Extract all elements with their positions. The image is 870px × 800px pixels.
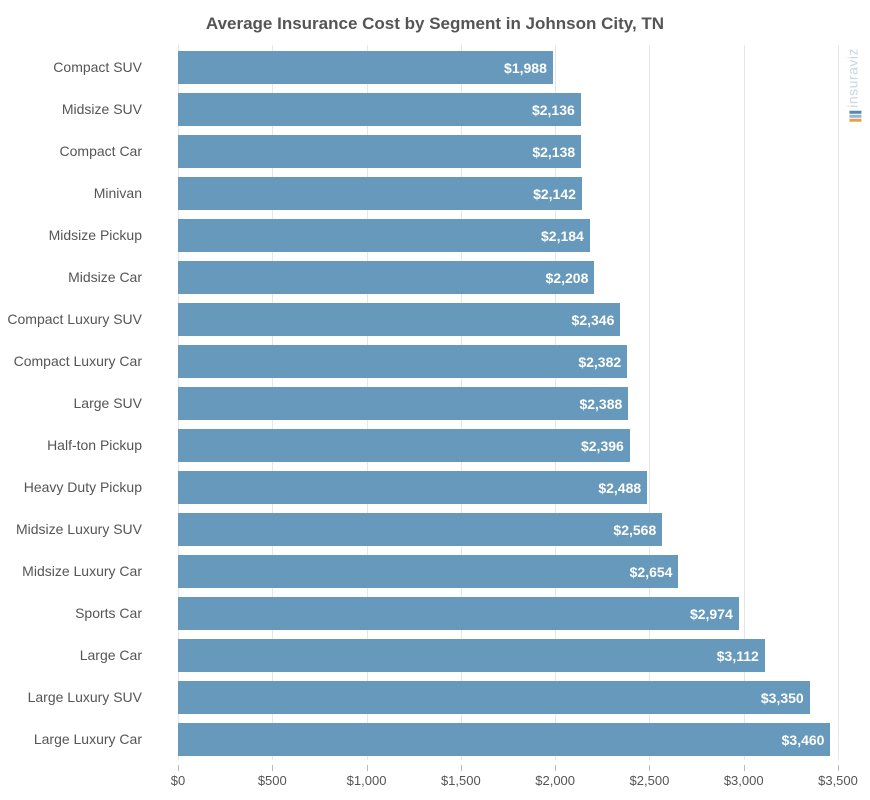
bar-value-label: $2,654 [630,564,673,580]
y-axis-label: Midsize Pickup [0,227,142,243]
x-axis-label: $2,500 [619,773,679,788]
bar-value-label: $2,346 [572,312,615,328]
x-axis-label: $3,000 [714,773,774,788]
x-tick [744,765,745,771]
bar: $3,460 [178,723,830,756]
bar-value-label: $2,396 [581,438,624,454]
bar: $1,988 [178,51,553,84]
y-axis-label: Heavy Duty Pickup [0,479,142,495]
bar: $2,208 [178,261,594,294]
bar-value-label: $2,382 [578,354,621,370]
bar: $2,346 [178,303,620,336]
bar-value-label: $3,460 [782,732,825,748]
y-axis-label: Large Luxury SUV [0,689,142,705]
x-axis-label: $500 [242,773,302,788]
bar-value-label: $2,568 [613,522,656,538]
bar: $2,382 [178,345,627,378]
gridline [838,45,839,760]
x-tick [649,765,650,771]
chart-title: Average Insurance Cost by Segment in Joh… [0,0,870,34]
bar-value-label: $2,184 [541,228,584,244]
bar: $2,388 [178,387,628,420]
y-axis-label: Large Car [0,647,142,663]
bar: $2,654 [178,555,678,588]
bar: $2,184 [178,219,590,252]
y-axis-label: Compact SUV [0,59,142,75]
watermark-accent [846,110,862,122]
bar-value-label: $2,388 [579,396,622,412]
y-axis-label: Midsize Luxury Car [0,563,142,579]
bar: $2,136 [178,93,581,126]
bar-value-label: $2,136 [532,102,575,118]
bar-value-label: $1,988 [504,60,547,76]
y-axis-label: Minivan [0,185,142,201]
bar: $3,112 [178,639,765,672]
x-tick [838,765,839,771]
x-axis-label: $2,000 [525,773,585,788]
bar: $2,488 [178,471,647,504]
y-axis-label: Midsize SUV [0,101,142,117]
x-tick [367,765,368,771]
bar-value-label: $3,350 [761,690,804,706]
x-tick [178,765,179,771]
x-tick [272,765,273,771]
y-axis-label: Sports Car [0,605,142,621]
chart-container: Average Insurance Cost by Segment in Joh… [0,0,870,800]
y-axis-label: Midsize Luxury SUV [0,521,142,537]
x-tick [555,765,556,771]
bar-value-label: $2,142 [533,186,576,202]
plot-area: $0$500$1,000$1,500$2,000$2,500$3,000$3,5… [178,45,838,760]
y-axis-label: Compact Car [0,143,142,159]
y-axis-label: Compact Luxury SUV [0,311,142,327]
watermark-text: insuraviz [845,48,861,108]
bar: $2,138 [178,135,581,168]
bar-value-label: $3,112 [717,648,759,664]
y-axis-label: Midsize Car [0,269,142,285]
bar-value-label: $2,974 [690,606,733,622]
y-axis-label: Large Luxury Car [0,731,142,747]
x-axis-label: $1,500 [431,773,491,788]
bar: $2,974 [178,597,739,630]
x-axis-label: $0 [148,773,208,788]
bar: $2,396 [178,429,630,462]
x-axis-label: $1,000 [337,773,397,788]
bar-value-label: $2,138 [532,144,575,160]
watermark: insuraviz [845,48,862,122]
x-axis-label: $3,500 [808,773,868,788]
bar-value-label: $2,488 [598,480,641,496]
bar-value-label: $2,208 [546,270,589,286]
bar: $2,142 [178,177,582,210]
x-tick [461,765,462,771]
y-axis-label: Half-ton Pickup [0,437,142,453]
y-axis-label: Large SUV [0,395,142,411]
y-axis-label: Compact Luxury Car [0,353,142,369]
bar: $3,350 [178,681,810,714]
bar: $2,568 [178,513,662,546]
